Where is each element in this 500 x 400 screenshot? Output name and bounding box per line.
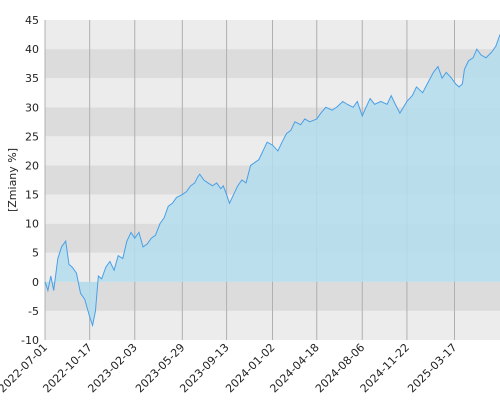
area xyxy=(45,34,500,326)
y-tick-label: 5 xyxy=(32,247,39,260)
y-axis-label: [Zmiany %] xyxy=(6,148,19,212)
y-tick-label: 35 xyxy=(25,72,39,85)
y-tick-label: 40 xyxy=(25,43,39,56)
y-tick-label: 0 xyxy=(32,276,39,289)
y-tick-label: 10 xyxy=(25,218,39,231)
line xyxy=(44,34,500,328)
y-tick-label: 15 xyxy=(25,189,39,202)
y-tick-label: 30 xyxy=(25,101,39,114)
y-tick-label: 45 xyxy=(25,14,39,27)
x-tick-label: 2025-03-17 xyxy=(405,341,459,395)
y-tick-label: 20 xyxy=(25,159,39,172)
y-tick-label: 25 xyxy=(25,130,39,143)
y-tick-label: -5 xyxy=(28,305,39,318)
y-tick-label: -10 xyxy=(21,334,39,347)
